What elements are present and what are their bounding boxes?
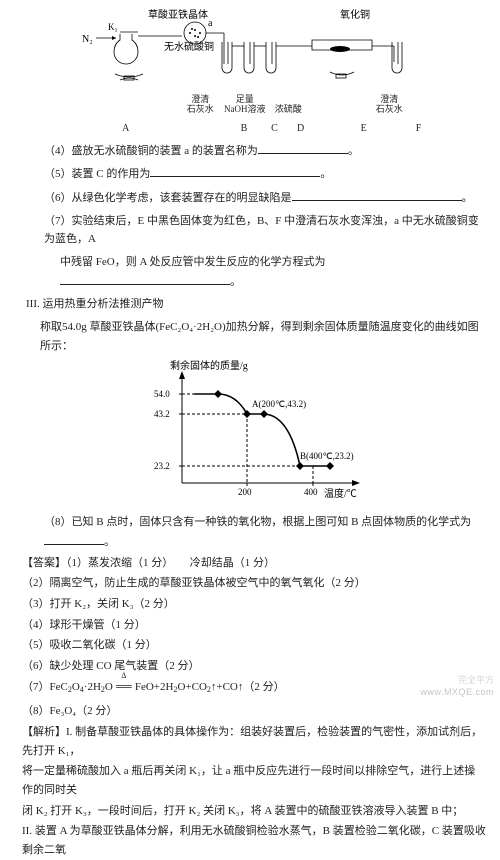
- svg-text:A(200℃,43.2): A(200℃,43.2): [252, 399, 306, 409]
- explain-4: II. 装置 A 为草酸亚铁晶体分解，利用无水硫酸铜检验水蒸气，B 装置检验二氧…: [22, 822, 486, 859]
- answer-block: 【答案】（1）蒸发浓缩（1 分） 冷却结晶（1 分）: [22, 554, 486, 573]
- svg-text:a: a: [208, 18, 213, 29]
- svg-text:400: 400: [304, 487, 318, 497]
- svg-text:草酸亚铁晶体: 草酸亚铁晶体: [148, 8, 208, 21]
- answer-4: （4）球形干燥管（1 分）: [22, 616, 486, 635]
- explain-1: I. 制备草酸亚铁晶体的具体操作为：组装好装置后，检验装置的气密性，添加试剂后，…: [22, 726, 482, 757]
- question-6: （6）从绿色化学考虑，该套装置存在的明显缺陷是。: [44, 188, 486, 208]
- explain-head: 【解析】: [22, 726, 66, 738]
- svg-text:23.2: 23.2: [154, 461, 170, 471]
- question-4: （4）盛放无水硫酸铜的装置 a 的装置名称为。: [44, 141, 486, 161]
- answer-8: （8）Fe₃O₄（2 分）: [22, 702, 486, 721]
- answer-7: （7）FeC2O4·2H2OΔ══FeO+2H2O+CO2↑+CO↑（2 分）: [22, 678, 486, 697]
- answer-2: （2）隔离空气，防止生成的草酸亚铁晶体被空气中的氧气氧化（2 分）: [22, 574, 486, 593]
- apparatus-diagram: N₂ K₁ a 草酸亚铁晶体: [22, 6, 486, 137]
- watermark-url: www.MXQE.com: [420, 685, 494, 700]
- svg-text:K₁: K₁: [108, 22, 118, 32]
- section-3-intro: 称取54.0g 草酸亚铁晶体(FeC₂O₄·2H₂O)加热分解，得到剩余固体质量…: [40, 318, 486, 355]
- svg-text:氧化铜: 氧化铜: [340, 8, 370, 21]
- mass-temperature-chart: 剩余固体的质量/g 温度/℃ 54.0 43.2 23.2 200 400: [22, 357, 486, 509]
- question-7b: 中残留 FeO，则 A 处反应管中发生反应的化学方程式为。: [60, 253, 486, 291]
- answer-1: （1）蒸发浓缩（1 分） 冷却结晶（1 分）: [66, 557, 275, 569]
- answer-3: （3）打开 K₂，关闭 K₃（2 分）: [22, 595, 486, 614]
- question-8: （8）已知 B 点时，固体只含有一种铁的氧化物，根据上图可知 B 点固体物质的化…: [44, 513, 486, 551]
- explain-block: 【解析】I. 制备草酸亚铁晶体的具体操作为：组装好装置后，检验装置的气密性，添加…: [22, 723, 486, 760]
- explain-2: 将一定量稀硫酸加入 a 瓶后再关闭 K₁，让 a 瓶中反应先进行一段时间以排除空…: [22, 762, 486, 799]
- question-5: （5）装置 C 的作用为。: [44, 164, 486, 184]
- svg-text:B(400℃,23.2): B(400℃,23.2): [300, 451, 354, 461]
- question-7a: （7）实验结束后，E 中黑色固体变为红色，B、F 中澄清石灰水变浑浊，a 中无水…: [44, 212, 486, 249]
- answer-head: 【答案】: [22, 557, 66, 569]
- apparatus-bottom-labels: 澄清石灰水 足量NaOH溶液 浓硫酸 澄清石灰水: [22, 95, 486, 118]
- svg-text:温度/℃: 温度/℃: [324, 487, 357, 500]
- explain-3: 闭 K₂ 打开 K₃，一段时间后，打开 K₂ 关闭 K₃，将 A 装置中的硫酸亚…: [22, 802, 486, 821]
- answer-5: （5）吸收二氧化碳（1 分）: [22, 636, 486, 655]
- svg-text:无水硫酸铜: 无水硫酸铜: [164, 40, 214, 53]
- svg-text:43.2: 43.2: [154, 409, 170, 419]
- svg-text:54.0: 54.0: [154, 389, 170, 399]
- svg-text:剩余固体的质量/g: 剩余固体的质量/g: [170, 359, 248, 372]
- section-3-title: III. 运用热重分析法推测产物: [26, 295, 486, 314]
- apparatus-letters: A B C D E F: [22, 120, 486, 137]
- answer-6: （6）缺少处理 CO 尾气装置（2 分）: [22, 657, 486, 676]
- svg-text:N₂: N₂: [82, 34, 93, 45]
- svg-text:200: 200: [238, 487, 252, 497]
